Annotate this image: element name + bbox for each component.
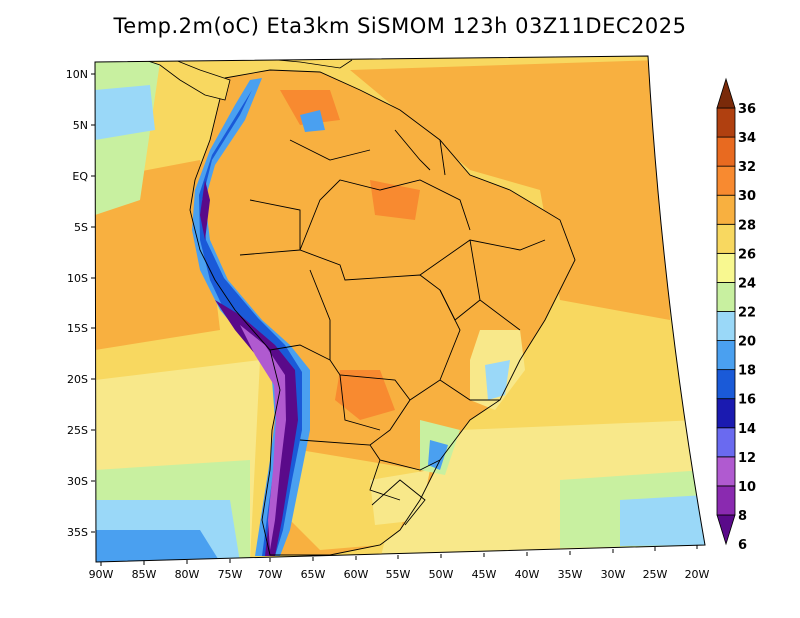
- colorbar-segment: [716, 369, 736, 400]
- lon-label-55w: 55W: [386, 555, 411, 581]
- svg-text:25W: 25W: [643, 568, 668, 581]
- lon-label-85w: 85W: [132, 561, 157, 581]
- longitude-axis: 90W 85W 80W 75W 70W 65W 60W 55W 50W 45W …: [89, 545, 710, 581]
- svg-text:60W: 60W: [344, 568, 369, 581]
- map-frame: [94, 55, 706, 563]
- svg-text:90W: 90W: [89, 568, 114, 581]
- lon-label-60w: 60W: [344, 556, 369, 581]
- svg-text:55W: 55W: [386, 568, 411, 581]
- colorbar-label: 32: [738, 160, 756, 175]
- colorbar-label: 36: [738, 102, 756, 117]
- colorbar-segment: [716, 223, 736, 254]
- lat-label-10s: 10S: [67, 272, 95, 285]
- svg-text:30W: 30W: [601, 568, 626, 581]
- colorbar-label: 12: [738, 451, 756, 466]
- lon-label-40w: 40W: [515, 552, 540, 581]
- lat-label-eq: EQ: [72, 170, 95, 183]
- svg-text:5N: 5N: [73, 119, 88, 132]
- lat-label-20s: 20S: [67, 373, 95, 386]
- lon-label-45w: 45W: [472, 553, 497, 581]
- colorbar-label: 6: [738, 538, 747, 553]
- lon-label-80w: 80W: [175, 560, 200, 581]
- colorbar-label: 16: [738, 393, 756, 408]
- svg-text:45W: 45W: [472, 568, 497, 581]
- lat-label-5s: 5S: [74, 221, 95, 234]
- svg-text:20W: 20W: [685, 568, 710, 581]
- svg-text:80W: 80W: [175, 568, 200, 581]
- svg-text:30S: 30S: [67, 475, 88, 488]
- svg-text:35W: 35W: [558, 568, 583, 581]
- map-title: Temp.2m(oC) Eta3km SiSMOM 123h 03Z11DEC2…: [113, 14, 687, 38]
- svg-text:35S: 35S: [67, 526, 88, 539]
- lon-label-50w: 50W: [429, 554, 454, 581]
- colorbar-label: 18: [738, 364, 756, 379]
- lon-label-75w: 75W: [218, 559, 243, 581]
- colorbar-label: 24: [738, 276, 756, 291]
- lon-label-35w: 35W: [558, 551, 583, 581]
- lat-label-35s: 35S: [67, 526, 95, 539]
- colorbar-label: 22: [738, 305, 756, 320]
- colorbar-label: 28: [738, 218, 756, 233]
- svg-text:20S: 20S: [67, 373, 88, 386]
- colorbar-segment: [716, 427, 736, 458]
- temperature-field: [95, 56, 705, 562]
- lat-label-25s: 25S: [67, 424, 95, 437]
- lon-label-70w: 70W: [258, 558, 283, 581]
- lon-label-90w: 90W: [89, 562, 114, 581]
- svg-text:70W: 70W: [258, 568, 283, 581]
- svg-text:10S: 10S: [67, 272, 88, 285]
- svg-text:50W: 50W: [429, 568, 454, 581]
- colorbar-segment: [716, 485, 736, 516]
- svg-text:65W: 65W: [301, 568, 326, 581]
- svg-text:EQ: EQ: [72, 170, 88, 183]
- colorbar-segment: [716, 340, 736, 371]
- lon-label-65w: 65W: [301, 557, 326, 581]
- colorbar-segment-min: [716, 514, 736, 546]
- colorbar-label: 14: [738, 422, 756, 437]
- lat-label-30s: 30S: [67, 475, 95, 488]
- colorbar-label: 20: [738, 335, 756, 350]
- colorbar-label: 34: [738, 131, 756, 146]
- colorbar-label: 30: [738, 189, 756, 204]
- colorbar-segment: [716, 252, 736, 283]
- lon-label-30w: 30W: [601, 549, 626, 581]
- colorbar-segment: [716, 136, 736, 167]
- svg-text:10N: 10N: [66, 68, 88, 81]
- colorbar-segment: [716, 194, 736, 225]
- colorbar-segment: [716, 107, 736, 138]
- svg-text:40W: 40W: [515, 568, 540, 581]
- svg-text:15S: 15S: [67, 322, 88, 335]
- latitude-axis: 10N 5N EQ 5S 10S 15S 20S 25S 30S 35S: [66, 68, 95, 539]
- colorbar-segment: [716, 398, 736, 429]
- lat-label-10n: 10N: [66, 68, 95, 81]
- svg-text:85W: 85W: [132, 568, 157, 581]
- colorbar-segment: [716, 282, 736, 312]
- colorbar-label: 26: [738, 247, 756, 262]
- svg-text:75W: 75W: [218, 568, 243, 581]
- colorbar-segment: [716, 456, 736, 487]
- svg-text:5S: 5S: [74, 221, 88, 234]
- colorbar-segment-max: [716, 77, 736, 109]
- lon-label-20w: 20W: [685, 545, 710, 581]
- lon-label-25w: 25W: [643, 547, 668, 581]
- svg-text:25S: 25S: [67, 424, 88, 437]
- colorbar-segment: [716, 165, 736, 196]
- lat-label-15s: 15S: [67, 322, 95, 335]
- colorbar-label: 10: [738, 480, 756, 495]
- colorbar-label: 8: [738, 509, 747, 524]
- lat-label-5n: 5N: [73, 119, 95, 132]
- colorbar-segment: [716, 311, 736, 341]
- colorbar-legend: 6 8 10 12 14 16 18 20 22 24 26 28 30 32 34 36: [716, 77, 756, 553]
